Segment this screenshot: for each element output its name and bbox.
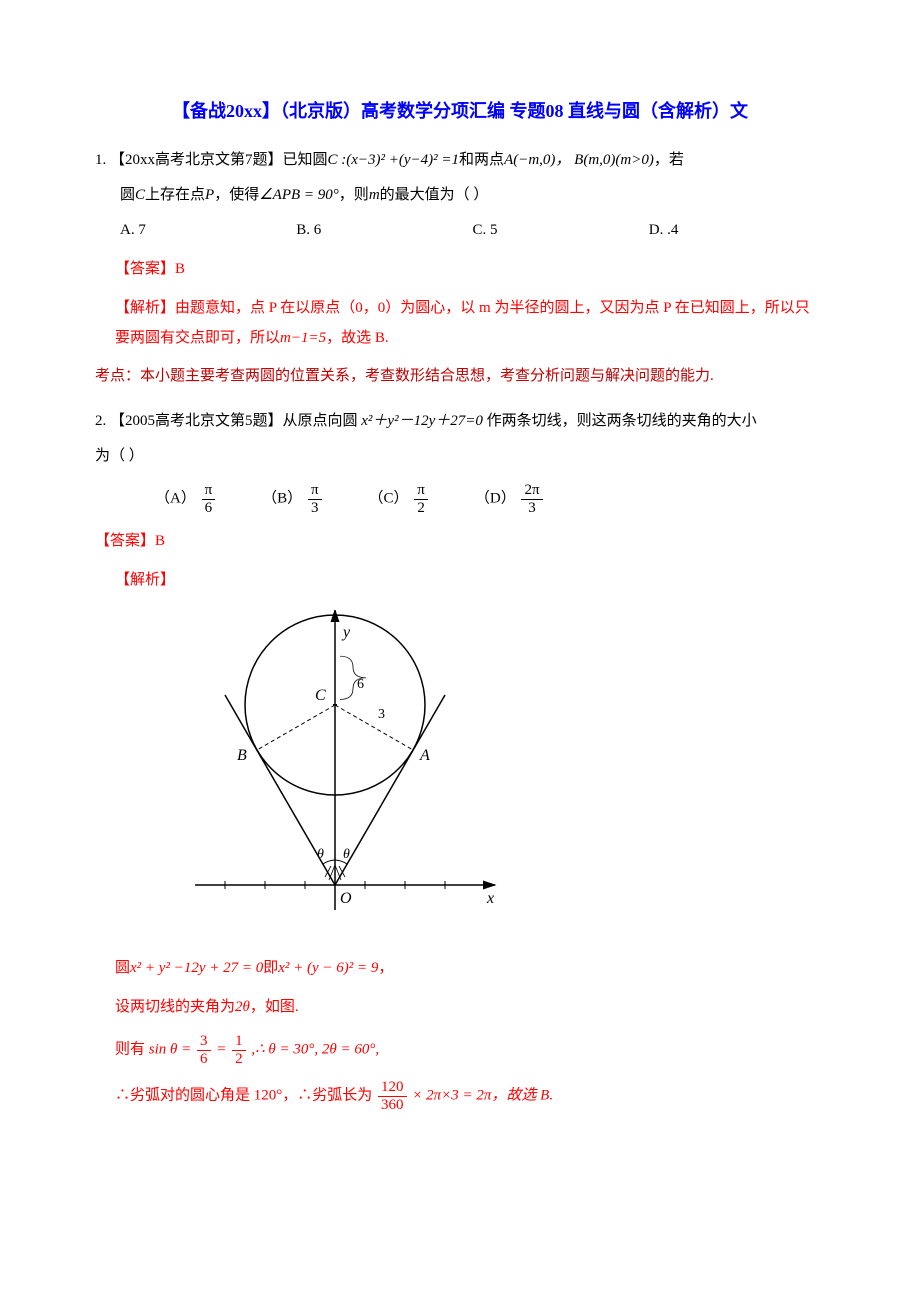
p1-prefix: 1. 【20xx高考北京文第7题】已知圆 xyxy=(95,152,328,168)
p2-d-den: 3 xyxy=(521,500,542,517)
p1-l2g: m xyxy=(369,187,380,203)
dash-ca xyxy=(335,705,413,750)
p1-analysis: 【解析】由题意知，点 P 在以原点（0，0）为圆心，以 m 为半径的圆上，又因为… xyxy=(115,293,825,353)
p2-opt-a: （A） π6 xyxy=(155,482,217,516)
p1-line2: 圆C上存在点P，使得∠APB = 90°，则m的最大值为（ ） xyxy=(120,182,825,209)
p2-s1e: ， xyxy=(378,960,393,976)
p2-mid: 作两条切线，则这两条切线的夹角的大小 xyxy=(483,413,757,429)
A-label: A xyxy=(419,747,430,764)
r3-label: 3 xyxy=(378,707,385,722)
theta1-label: θ xyxy=(317,847,324,862)
p2-analysis-label: 【解析】 xyxy=(115,565,825,595)
tangent-oa xyxy=(335,695,445,885)
p2-step3: 则有 sin θ = 36 = 12 ,∴ θ = 30°, 2θ = 60°, xyxy=(115,1033,825,1067)
p2-line1: 2. 【2005高考北京文第5题】从原点向圆 x²＋y²－12y＋27=0 作两… xyxy=(95,408,825,435)
p2-s4a: ∴劣弧对的圆心角是 120°，∴劣弧长为 xyxy=(115,1088,372,1104)
diagram: y x O C A B 6 3 θ θ xyxy=(165,610,825,940)
theta2-label: θ xyxy=(343,847,350,862)
p1-opt-a: A. 7 xyxy=(120,217,296,244)
p2-opt-d-label: （D） xyxy=(475,491,516,507)
p1-eq-c: C :(x−3)² +(y−4)² =1 xyxy=(328,152,460,168)
p2-s3a: 则有 xyxy=(115,1042,145,1058)
p2-s4n: 120 xyxy=(378,1079,407,1097)
p2-prefix: 2. 【2005高考北京文第5题】从原点向圆 xyxy=(95,413,361,429)
p2-opt-b-label: （B） xyxy=(262,491,302,507)
p2-step4: ∴劣弧对的圆心角是 120°，∴劣弧长为 120360 × 2π×3 = 2π，… xyxy=(115,1079,825,1113)
p2-s3d2: 2 xyxy=(232,1051,246,1068)
p2-s3c: ,∴ θ = 30°, 2θ = 60°, xyxy=(251,1042,379,1058)
p1-l2a: 圆 xyxy=(120,187,135,203)
p2-s4b: × 2π×3 = 2π，故选 B. xyxy=(412,1088,553,1104)
p2-opt-b: （B） π3 xyxy=(262,482,323,516)
p1-opt-c: C. 5 xyxy=(473,217,649,244)
p2-s3n2: 1 xyxy=(232,1033,246,1051)
p2-step1: 圆x² + y² −12y + 27 = 0即x² + (y − 6)² = 9… xyxy=(115,955,825,982)
p2-s1a: 圆 xyxy=(115,960,130,976)
p1-opt-d: D. .4 xyxy=(649,217,825,244)
p2-s1b: x² + y² −12y + 27 = 0 xyxy=(130,960,263,976)
p2-s1d: x² + (y − 6)² = 9 xyxy=(278,960,378,976)
p2-opt-d: （D） 2π3 xyxy=(475,482,545,516)
p1-answer: 【答案】B xyxy=(115,256,825,283)
p1-ana-eq: m−1=5 xyxy=(280,330,326,346)
dash-cb xyxy=(257,705,335,750)
p2-s1c: 即 xyxy=(263,960,278,976)
p1-l2f: ，则 xyxy=(339,187,369,203)
p2-step2: 设两切线的夹角为2θ，如图. xyxy=(115,994,825,1021)
p2-s2b: 2θ xyxy=(235,999,250,1015)
p2-s2c: ，如图. xyxy=(250,999,299,1015)
C-label: C xyxy=(315,687,326,704)
y-label: y xyxy=(341,624,351,641)
B-label: B xyxy=(237,747,247,764)
p1-mid1: 和两点 xyxy=(459,152,504,168)
p1-l2d: P xyxy=(205,187,214,203)
p2-s4d: 360 xyxy=(378,1097,407,1114)
p2-opt-c: （C） π2 xyxy=(369,482,430,516)
theta-arc-left xyxy=(323,860,335,864)
document-title: 【备战20xx】（北京版）高考数学分项汇编 专题08 直线与圆（含解析）文 xyxy=(95,95,825,127)
p2-b-num: π xyxy=(308,482,322,500)
p1-testpoint: 考点：本小题主要考查两圆的位置关系，考查数形结合思想，考查分析问题与解决问题的能… xyxy=(95,363,825,390)
p2-s2a: 设两切线的夹角为 xyxy=(115,999,235,1015)
p2-s3d1: 6 xyxy=(197,1051,211,1068)
p2-s3sin: sin θ = xyxy=(149,1042,192,1058)
p1-ana3: ，故选 B. xyxy=(326,330,389,346)
p2-answer: 【答案】B xyxy=(95,528,825,555)
tangent-diagram: y x O C A B 6 3 θ θ xyxy=(165,610,505,930)
p1-l2c: 上存在点 xyxy=(145,187,205,203)
p1-pts: A(−m,0)， B(m,0)(m>0) xyxy=(504,152,654,168)
p1-l2h: 的最大值为（ ） xyxy=(380,187,489,203)
p1-ana1: 由题意知，点 P 在以原点（0，0）为圆心，以 m 为半径的圆上，又因为点 P … xyxy=(175,300,810,316)
p1-opt-b: B. 6 xyxy=(296,217,472,244)
p2-opt-c-label: （C） xyxy=(369,491,409,507)
p2-a-num: π xyxy=(202,482,216,500)
p2-options: （A） π6 （B） π3 （C） π2 （D） 2π3 xyxy=(155,482,825,516)
p1-tail1: ，若 xyxy=(654,152,684,168)
p2-d-num: 2π xyxy=(521,482,542,500)
p2-c-num: π xyxy=(414,482,428,500)
x-label: x xyxy=(486,890,494,907)
p2-b-den: 3 xyxy=(308,500,322,517)
p2-opt-a-label: （A） xyxy=(155,491,196,507)
p2-c-den: 2 xyxy=(414,500,428,517)
p1-l2b: C xyxy=(135,187,145,203)
O-label: O xyxy=(340,890,352,907)
p1-options: A. 7 B. 6 C. 5 D. .4 xyxy=(120,217,825,244)
p2-line2: 为（ ） xyxy=(95,443,825,470)
p2-eq: x²＋y²－12y＋27=0 xyxy=(361,413,483,429)
p1-angle: ∠APB = 90° xyxy=(259,187,339,203)
p1-l2e: ，使得 xyxy=(214,187,259,203)
r6-label: 6 xyxy=(357,677,364,692)
p2-s3eq: = xyxy=(216,1042,226,1058)
p1-ana-label: 【解析】 xyxy=(115,300,175,316)
p1-ana2: 要两圆有交点即可，所以 xyxy=(115,330,280,346)
p2-s3n1: 3 xyxy=(197,1033,211,1051)
p1-line1: 1. 【20xx高考北京文第7题】已知圆C :(x−3)² +(y−4)² =1… xyxy=(95,147,825,174)
p2-a-den: 6 xyxy=(202,500,216,517)
